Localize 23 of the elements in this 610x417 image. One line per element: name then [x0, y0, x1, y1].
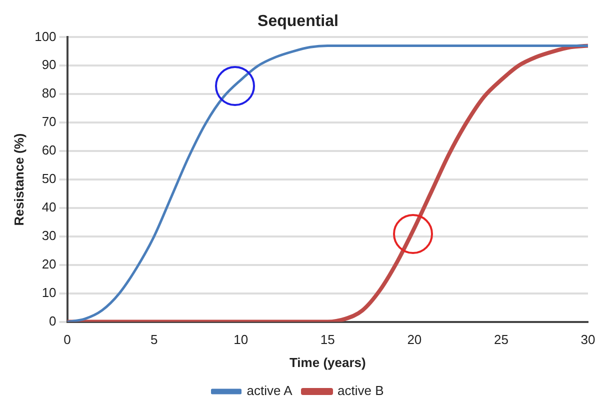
x-tick-label: 10 [234, 332, 248, 348]
y-tick-label: 40 [42, 200, 56, 215]
x-tick-label: 15 [320, 332, 335, 348]
x-tick-label: 30 [580, 332, 596, 348]
y-tick-label: 90 [42, 57, 56, 72]
y-tick-label: 60 [42, 142, 56, 158]
x-tick-label: 0 [64, 332, 71, 348]
legend-label: active A [246, 383, 293, 398]
x-tick-label: 25 [494, 332, 508, 348]
legend-label: active B [338, 383, 384, 398]
x-tick-label: 5 [150, 332, 158, 348]
y-tick-label: 10 [42, 284, 56, 300]
y-tick-label: 100 [34, 28, 56, 44]
x-axis-title: Time (years) [289, 354, 366, 370]
y-tick-label: 80 [42, 86, 56, 101]
y-tick-label: 70 [42, 114, 56, 130]
y-tick-label: 50 [42, 171, 56, 186]
x-tick-label: 20 [407, 332, 422, 348]
y-tick-label: 30 [42, 228, 56, 243]
chart-title: Sequential [258, 13, 338, 30]
y-axis-title: Resistance (%) [11, 133, 26, 226]
y-tick-label: 0 [49, 313, 56, 328]
y-tick-label: 20 [42, 256, 56, 272]
